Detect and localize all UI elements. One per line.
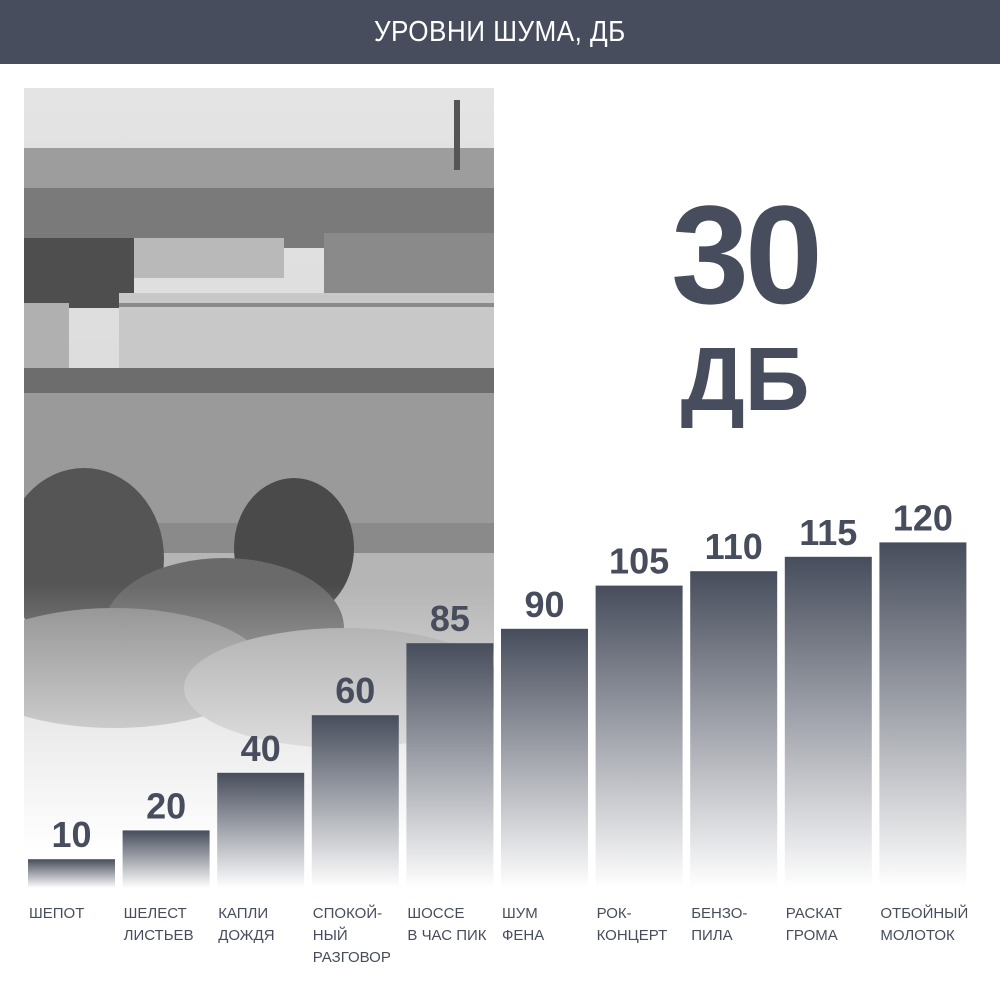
- category-label: ЛИСТЬЕВ: [124, 927, 194, 944]
- bar-value-label: 60: [335, 670, 375, 711]
- category-label: ФЕНА: [502, 927, 544, 944]
- bar-value-label: 115: [799, 512, 857, 553]
- category-label: БЕНЗО-: [691, 905, 747, 922]
- bar: [122, 830, 210, 888]
- bar: [406, 643, 494, 888]
- bar-value-label: 120: [893, 497, 953, 538]
- category-label: ШЕПОТ: [29, 905, 84, 922]
- category-label: НЫЙ: [313, 926, 348, 944]
- header-bar: УРОВНИ ШУМА, ДБ: [0, 0, 1000, 64]
- bar: [879, 542, 967, 888]
- bar-value-label: 85: [430, 598, 470, 639]
- bar-value-label: 90: [524, 584, 564, 625]
- category-label: ПИЛА: [691, 927, 732, 944]
- category-label: МОЛОТОК: [880, 927, 955, 944]
- category-label: СПОКОЙ-: [313, 904, 382, 922]
- bar: [217, 772, 305, 888]
- bar-value-label: 110: [705, 526, 763, 567]
- category-label: КАПЛИ: [218, 905, 268, 922]
- bar: [311, 715, 399, 888]
- category-label: ШЕЛЕСТ: [124, 905, 187, 922]
- category-label: В ЧАС ПИК: [407, 927, 486, 944]
- category-label: РАСКАТ: [786, 905, 842, 922]
- category-label: ГРОМА: [786, 927, 838, 944]
- bar-value-label: 105: [609, 541, 669, 582]
- bar-value-label: 40: [241, 728, 281, 769]
- highlight-value: 30: [671, 176, 823, 333]
- bar-value-label: 20: [146, 785, 186, 826]
- category-label: РАЗГОВОР: [313, 949, 391, 966]
- city-river-photo: [24, 88, 494, 888]
- category-label: ШУМ: [502, 905, 538, 922]
- bar: [595, 585, 683, 888]
- bar: [690, 571, 778, 888]
- category-label: КОНЦЕРТ: [597, 927, 668, 944]
- bar-value-label: 10: [51, 814, 91, 855]
- highlight-unit: ДБ: [680, 330, 810, 430]
- category-label: ДОЖДЯ: [218, 927, 274, 944]
- category-label: ОТБОЙНЫЙ: [880, 904, 968, 922]
- category-label: РОК-: [597, 905, 632, 922]
- page-title: УРОВНИ ШУМА, ДБ: [374, 15, 626, 48]
- bar: [784, 556, 872, 888]
- category-label: ШОССЕ: [407, 905, 464, 922]
- bar: [28, 859, 115, 888]
- bar: [501, 628, 588, 888]
